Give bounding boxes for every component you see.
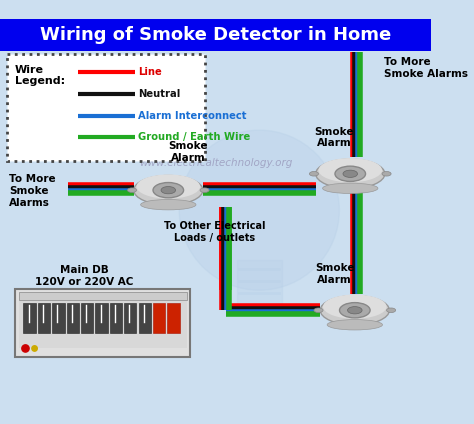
Text: Wiring of Smoke Detector in Home: Wiring of Smoke Detector in Home [40, 26, 391, 44]
Circle shape [22, 345, 29, 352]
Ellipse shape [323, 183, 378, 193]
Ellipse shape [343, 170, 357, 177]
Text: Main DB
120V or 220V AC: Main DB 120V or 220V AC [36, 265, 134, 287]
Ellipse shape [335, 166, 365, 181]
Text: To Other Electrical
Loads / outlets: To Other Electrical Loads / outlets [164, 221, 265, 243]
FancyBboxPatch shape [66, 303, 79, 333]
Ellipse shape [134, 176, 203, 205]
Ellipse shape [128, 188, 137, 192]
Ellipse shape [314, 308, 323, 312]
Ellipse shape [310, 172, 319, 176]
FancyBboxPatch shape [124, 303, 137, 333]
FancyBboxPatch shape [95, 303, 108, 333]
Ellipse shape [161, 187, 175, 194]
FancyBboxPatch shape [167, 303, 180, 333]
Ellipse shape [141, 200, 196, 210]
Bar [237, 260, 282, 315]
Ellipse shape [347, 307, 362, 314]
Ellipse shape [339, 303, 370, 318]
Ellipse shape [200, 188, 209, 192]
Text: Alarm Interconnect: Alarm Interconnect [138, 111, 247, 120]
FancyBboxPatch shape [7, 54, 205, 161]
Ellipse shape [327, 320, 383, 330]
Text: Smoke
Alarm: Smoke Alarm [315, 263, 355, 285]
Ellipse shape [316, 159, 385, 189]
Bar [19, 292, 186, 300]
Circle shape [179, 130, 339, 290]
FancyBboxPatch shape [52, 303, 64, 333]
Text: Wire: Wire [15, 64, 44, 75]
Ellipse shape [319, 158, 382, 182]
Text: Smoke
Alarm: Smoke Alarm [314, 127, 354, 148]
FancyBboxPatch shape [23, 303, 36, 333]
Bar [19, 301, 186, 349]
FancyBboxPatch shape [109, 303, 122, 333]
Text: To More
Smoke Alarms: To More Smoke Alarms [384, 57, 468, 79]
Ellipse shape [320, 296, 389, 325]
Ellipse shape [382, 172, 391, 176]
Ellipse shape [323, 295, 387, 319]
Text: Line: Line [138, 67, 162, 77]
Text: Smoke
Alarm: Smoke Alarm [169, 141, 208, 163]
Text: Ground / Earth Wire: Ground / Earth Wire [138, 132, 251, 142]
Circle shape [32, 346, 37, 351]
Ellipse shape [387, 308, 396, 312]
FancyBboxPatch shape [153, 303, 165, 333]
Ellipse shape [137, 174, 200, 198]
Text: To More
Smoke
Alarms: To More Smoke Alarms [9, 174, 56, 208]
FancyBboxPatch shape [138, 303, 151, 333]
Text: Legend:: Legend: [15, 75, 64, 86]
FancyBboxPatch shape [38, 303, 50, 333]
Bar [0, 19, 431, 51]
FancyBboxPatch shape [81, 303, 93, 333]
FancyBboxPatch shape [16, 289, 190, 357]
Ellipse shape [153, 182, 183, 198]
Text: Neutral: Neutral [138, 89, 181, 99]
Text: www.electricaltechnology.org: www.electricaltechnology.org [139, 158, 292, 168]
